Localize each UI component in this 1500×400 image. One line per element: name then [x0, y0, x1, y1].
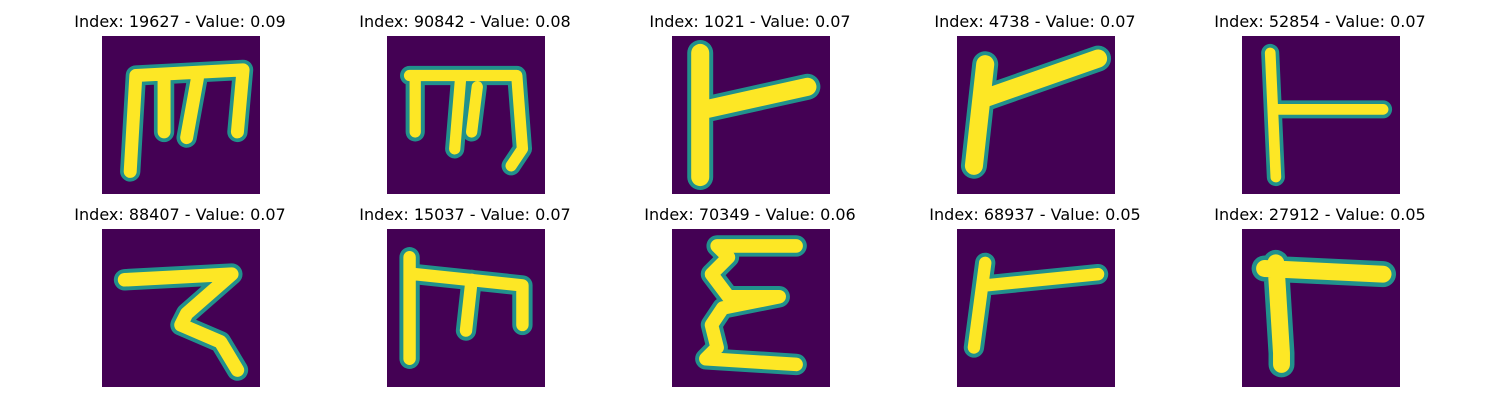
panel-6: Index: 88407 - Value: 0.07 — [50, 205, 310, 395]
glyph-image — [102, 229, 260, 387]
panel-5: Index: 52854 - Value: 0.07 — [1190, 12, 1450, 202]
panel-9: Index: 68937 - Value: 0.05 — [905, 205, 1165, 395]
panel-7: Index: 15037 - Value: 0.07 — [335, 205, 595, 395]
glyph-image — [1242, 36, 1400, 194]
panel-4: Index: 4738 - Value: 0.07 — [905, 12, 1165, 202]
panel-title: Index: 68937 - Value: 0.05 — [929, 205, 1141, 224]
panel-title: Index: 15037 - Value: 0.07 — [359, 205, 571, 224]
panel-1: Index: 19627 - Value: 0.09 — [50, 12, 310, 202]
glyph-image — [957, 36, 1115, 194]
panel-title: Index: 90842 - Value: 0.08 — [359, 12, 571, 31]
glyph-image — [672, 36, 830, 194]
panel-title: Index: 88407 - Value: 0.07 — [74, 205, 286, 224]
glyph-image — [1242, 229, 1400, 387]
glyph-image — [672, 229, 830, 387]
panel-2: Index: 90842 - Value: 0.08 — [335, 12, 595, 202]
panel-title: Index: 70349 - Value: 0.06 — [644, 205, 856, 224]
panel-title: Index: 4738 - Value: 0.07 — [934, 12, 1136, 31]
glyph-image — [957, 229, 1115, 387]
panel-10: Index: 27912 - Value: 0.05 — [1190, 205, 1450, 395]
panel-title: Index: 27912 - Value: 0.05 — [1214, 205, 1426, 224]
glyph-image — [102, 36, 260, 194]
glyph-image — [387, 36, 545, 194]
glyph-image — [387, 229, 545, 387]
panel-title: Index: 1021 - Value: 0.07 — [649, 12, 851, 31]
panel-title: Index: 52854 - Value: 0.07 — [1214, 12, 1426, 31]
panel-8: Index: 70349 - Value: 0.06 — [620, 205, 880, 395]
panel-title: Index: 19627 - Value: 0.09 — [74, 12, 286, 31]
panel-3: Index: 1021 - Value: 0.07 — [620, 12, 880, 202]
